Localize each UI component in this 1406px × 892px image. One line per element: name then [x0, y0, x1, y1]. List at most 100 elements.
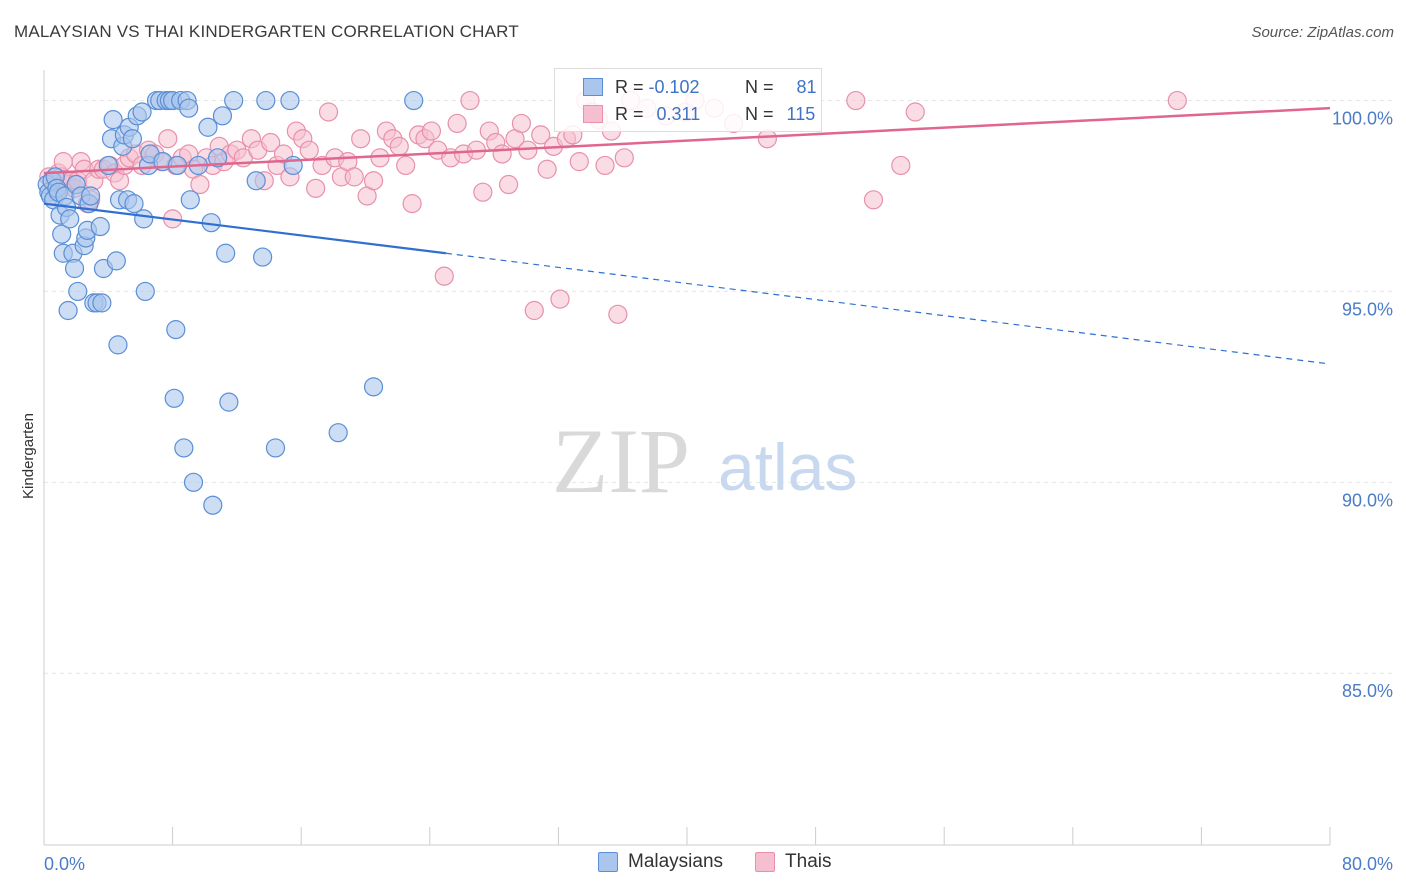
thai-point: [608, 304, 628, 324]
malaysian-point: [60, 209, 80, 229]
r-label: R =: [615, 76, 644, 97]
thai-point: [550, 289, 570, 309]
thai-point: [370, 148, 390, 168]
malaysian-point: [103, 110, 123, 130]
y-tick-label: 85.0%: [1342, 681, 1393, 701]
thai-point: [363, 171, 384, 191]
y-tick-label: 100.0%: [1332, 109, 1393, 129]
malaysian-point: [203, 495, 223, 515]
malaysian-point: [135, 281, 155, 302]
malaysian-point: [212, 106, 233, 126]
malaysian-point: [132, 102, 152, 122]
malaysian-point: [122, 129, 143, 149]
thai-point: [396, 155, 416, 176]
malaysian-point: [179, 98, 199, 118]
malaysian-point: [256, 90, 276, 111]
legend-item-thais[interactable]: Thais: [755, 851, 832, 873]
malaysian-point: [253, 247, 273, 267]
y-axis-label: Kindergarten: [20, 413, 37, 499]
legend-row-malaysians: R = -0.102 N = 81: [555, 74, 817, 100]
thai-point: [460, 90, 480, 111]
thai-point: [318, 102, 339, 122]
malaysian-point: [363, 377, 384, 397]
malaysian-point: [108, 335, 128, 355]
malaysian-point: [124, 194, 144, 214]
r-value: -0.102: [648, 76, 700, 97]
x-tick-label-min: 0.0%: [44, 854, 85, 874]
thai-point: [389, 136, 409, 156]
r-label: R =: [615, 103, 644, 124]
thai-point: [595, 155, 615, 176]
watermark: ZIP atlas: [552, 410, 857, 512]
series-legend: Malaysians Thais: [598, 851, 864, 873]
legend-r-thais: R = 0.311: [615, 104, 745, 125]
malaysian-point: [174, 438, 194, 458]
thai-point: [158, 129, 178, 149]
tick-labels: 100.0% 95.0% 90.0% 85.0% 0.0% 80.0%: [44, 109, 1393, 874]
malaysian-point: [208, 148, 228, 168]
n-value: 81: [796, 76, 817, 97]
thai-point: [614, 148, 634, 168]
thai-swatch: [583, 105, 603, 123]
malaysian-point: [219, 392, 239, 412]
thai-point: [569, 152, 589, 172]
thai-legend-swatch: [755, 852, 776, 872]
malaysian-point: [265, 438, 286, 458]
watermark-zip: ZIP: [552, 410, 690, 512]
legend-n-thais: N = 115: [745, 104, 815, 125]
thai-point: [299, 140, 319, 160]
trend-lines: [43, 106, 1331, 365]
thai-point: [524, 300, 544, 321]
watermark-atlas: atlas: [718, 430, 857, 504]
axes: [43, 70, 1331, 846]
malaysian-point: [180, 190, 200, 210]
thai-point: [863, 190, 884, 210]
thai-point: [351, 129, 371, 149]
stats-legend: R = -0.102 N = 81 R = 0.311 N = 115: [554, 68, 822, 132]
thai-point: [306, 178, 326, 198]
n-value: 115: [786, 103, 816, 124]
legend-row-thais: R = 0.311 N = 115: [555, 101, 815, 127]
legend-n-malaysians: N = 81: [745, 77, 817, 98]
malaysian-point: [68, 281, 88, 302]
thai-point: [537, 159, 557, 179]
legend-label-malaysians: Malaysians: [628, 851, 724, 872]
thai-point: [402, 194, 422, 214]
malaysian-point: [216, 243, 236, 263]
thai-point: [492, 144, 512, 164]
thai-point: [846, 90, 866, 111]
malaysian-point: [404, 90, 424, 111]
thai-point: [344, 167, 364, 187]
x-tick-label-max: 80.0%: [1342, 854, 1393, 874]
thai-trend-line: [43, 106, 1331, 175]
thai-point: [447, 113, 467, 134]
malaysian-points: [37, 90, 424, 515]
thai-point: [421, 121, 442, 141]
thai-point: [891, 155, 911, 176]
malaysian-point: [164, 388, 184, 408]
grid-lines: [44, 100, 1392, 674]
thai-point: [757, 129, 777, 149]
r-value: 0.311: [656, 103, 701, 124]
thai-point: [434, 266, 454, 286]
thai-point: [498, 174, 519, 195]
n-label: N =: [745, 76, 774, 97]
thai-point: [531, 125, 551, 145]
malaysian-trend-line: [43, 202, 447, 255]
malaysian-point: [166, 320, 186, 340]
malaysian-point: [198, 117, 218, 137]
malaysian-swatch: [583, 78, 603, 96]
thai-point: [511, 113, 532, 134]
y-tick-label: 95.0%: [1342, 299, 1393, 319]
malaysian-point: [52, 224, 72, 244]
malaysian-point: [98, 155, 118, 176]
malaysian-point: [328, 423, 348, 443]
malaysian-point: [58, 300, 78, 321]
thai-point: [190, 174, 210, 195]
malaysian-point: [183, 472, 204, 492]
thai-point: [261, 132, 281, 153]
chart-title: MALAYSIAN VS THAI KINDERGARTEN CORRELATI…: [14, 22, 519, 41]
legend-item-malaysians[interactable]: Malaysians: [598, 851, 723, 873]
legend-r-malaysians: R = -0.102: [615, 77, 745, 98]
